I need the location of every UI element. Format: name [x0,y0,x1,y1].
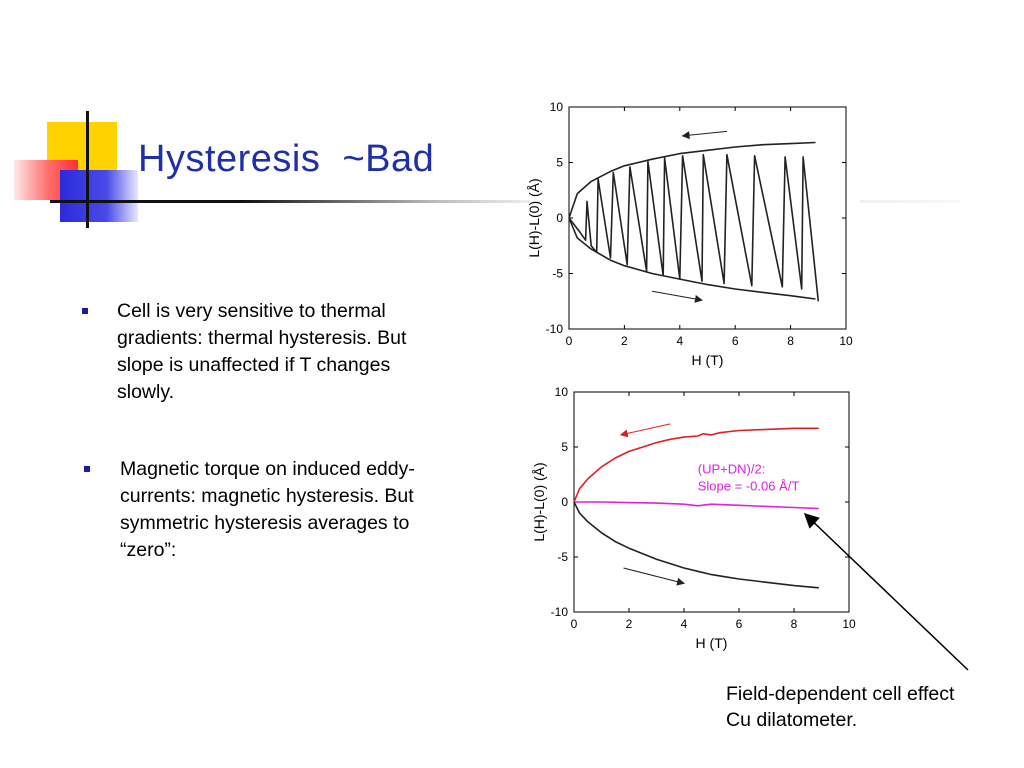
y-tick-label: 5 [561,440,568,454]
y-axis-label: L(H)-L(0) (Å) [531,462,547,541]
series-line [573,427,819,503]
chart-bottom-averaged: 0 2 4 6 8 10 -10 -5 0 5 10 H (T) L(H)-L(0) (Å) (UP+DN… [531,385,856,651]
direction-arrow [623,567,685,586]
x-tick-label: 4 [681,617,688,631]
bullet-text: Magnetic torque on induced eddy-currents… [120,458,415,561]
bullet-square-icon [84,466,90,472]
bullet-list-bottom: Magnetic torque on induced eddy-currents… [84,456,424,564]
y-tick-label: -10 [546,322,564,336]
x-tick-label: 10 [842,617,856,631]
y-tick-label: 10 [550,100,564,114]
x-tick-label: 0 [571,617,578,631]
x-tick-label: 6 [736,617,743,631]
bullet-item: Cell is very sensitive to thermal gradie… [82,298,422,406]
y-tick-label: -10 [551,605,569,619]
accent-horizontal-line [50,200,530,203]
bullet-item: Magnetic torque on induced eddy-currents… [84,456,424,564]
y-tick-label: 5 [556,156,563,170]
y-tick-label: 10 [555,385,569,399]
series-line [573,501,819,589]
direction-arrow [681,130,727,140]
accent-horizontal-line-right [860,200,960,203]
bullet-text: Cell is very sensitive to thermal gradie… [117,300,407,403]
bullet-list-top: Cell is very sensitive to thermal gradie… [82,298,422,406]
plot-annotation: (UP+DN)/2: [698,461,766,476]
accent-square-blue [60,170,138,222]
series-line [568,141,816,219]
y-tick-label: -5 [552,267,563,281]
series-line [568,153,820,302]
y-tick-label: -5 [557,550,568,564]
figure-caption: Field-dependent cell effect Cu dilatomet… [726,681,954,733]
slide-title: Hysteresis ~Bad [138,138,435,180]
chart-top-hysteresis-loop: 0 2 4 6 8 10 -10 -5 0 5 10 H (T) L(H)-L(0) (Å) [526,100,853,368]
bullet-square-icon [82,308,88,314]
x-tick-label: 2 [626,617,633,631]
x-tick-label: 8 [787,334,794,348]
x-axis-label: H (T) [696,635,728,651]
y-axis-label: L(H)-L(0) (Å) [526,178,542,257]
x-tick-label: 6 [732,334,739,348]
x-axis-label: H (T) [692,352,724,368]
y-tick-label: 0 [561,495,568,509]
y-tick-label: 0 [556,211,563,225]
series-line [574,501,819,510]
caption-line: Cu dilatometer. [726,709,858,731]
series-line [568,217,816,300]
x-tick-label: 8 [791,617,798,631]
direction-arrow [652,290,703,303]
x-tick-label: 2 [621,334,628,348]
plot-annotation: Slope = -0.06 Å/T [698,478,800,493]
x-tick-label: 10 [839,334,853,348]
caption-line: Field-dependent cell effect [726,683,955,705]
plot-frame [568,106,847,330]
direction-arrow [619,423,671,438]
x-tick-label: 4 [676,334,683,348]
accent-vertical-line [86,111,89,228]
x-tick-label: 0 [566,334,573,348]
